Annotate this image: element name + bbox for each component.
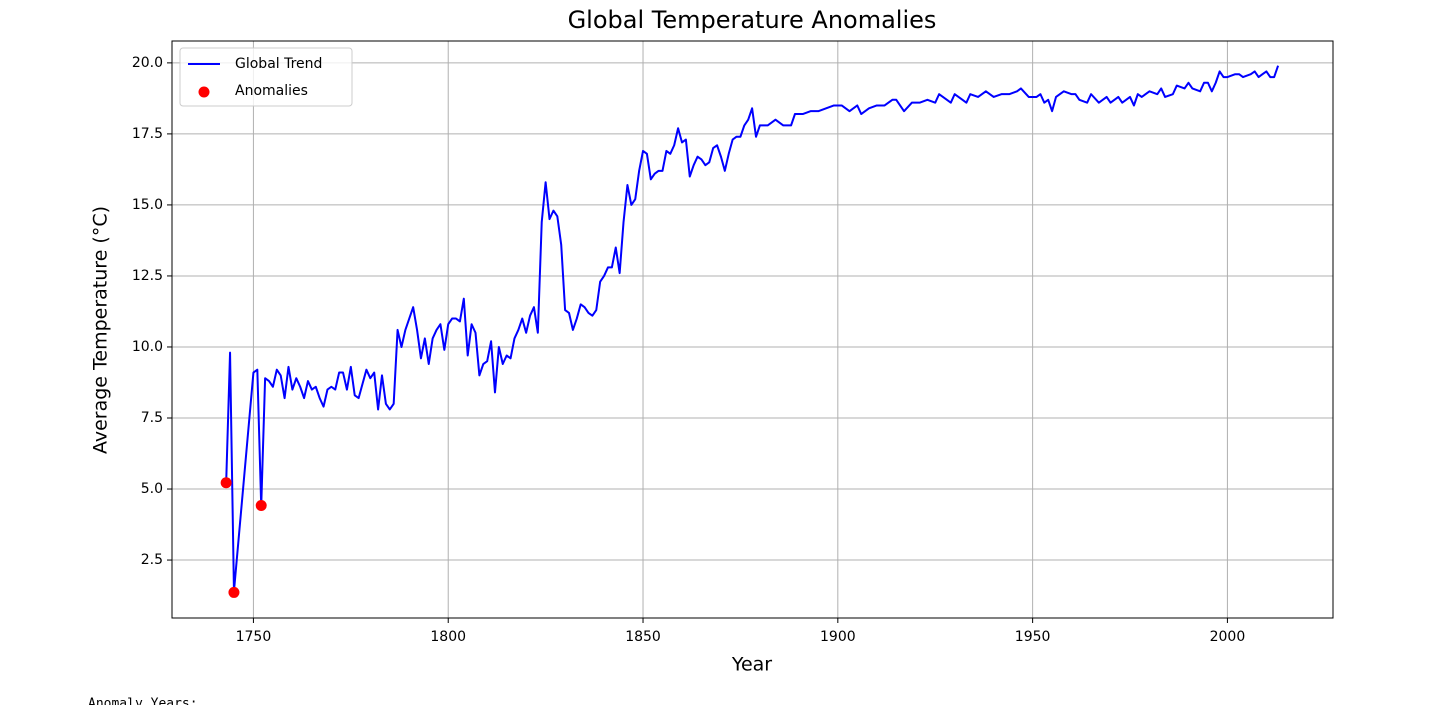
x-tick-label: 1950: [1015, 629, 1051, 645]
x-axis-label: Year: [731, 654, 772, 676]
line-series: [225, 65, 1280, 593]
y-tick-label: 17.5: [132, 126, 163, 142]
y-tick-label: 7.5: [141, 410, 163, 426]
legend-label: Anomalies: [235, 83, 308, 99]
x-tick-label: 1800: [430, 629, 466, 645]
x-tick-label: 2000: [1210, 629, 1246, 645]
legend-box: [179, 47, 353, 107]
y-tick-label: 2.5: [141, 552, 163, 568]
scatter-point: [228, 586, 240, 598]
x-tick-label: 1900: [820, 629, 856, 645]
y-tick-label: 20.0: [132, 55, 163, 71]
scatter-point: [220, 477, 232, 489]
legend-swatch: [198, 86, 210, 98]
chart-title: Global Temperature Anomalies: [568, 6, 937, 34]
plot-frame: [171, 40, 1334, 619]
y-tick-label: 10.0: [132, 339, 163, 355]
scatter-point: [255, 499, 267, 511]
y-tick-label: 15.0: [132, 197, 163, 213]
y-tick-label: 5.0: [141, 481, 163, 497]
output-text: Anomaly Years:: [88, 697, 198, 705]
legend-label: Global Trend: [235, 56, 322, 72]
x-tick-label: 1850: [625, 629, 661, 645]
y-axis-label: Average Temperature (°C): [90, 206, 112, 454]
y-tick-label: 12.5: [132, 268, 163, 284]
x-tick-label: 1750: [236, 629, 272, 645]
